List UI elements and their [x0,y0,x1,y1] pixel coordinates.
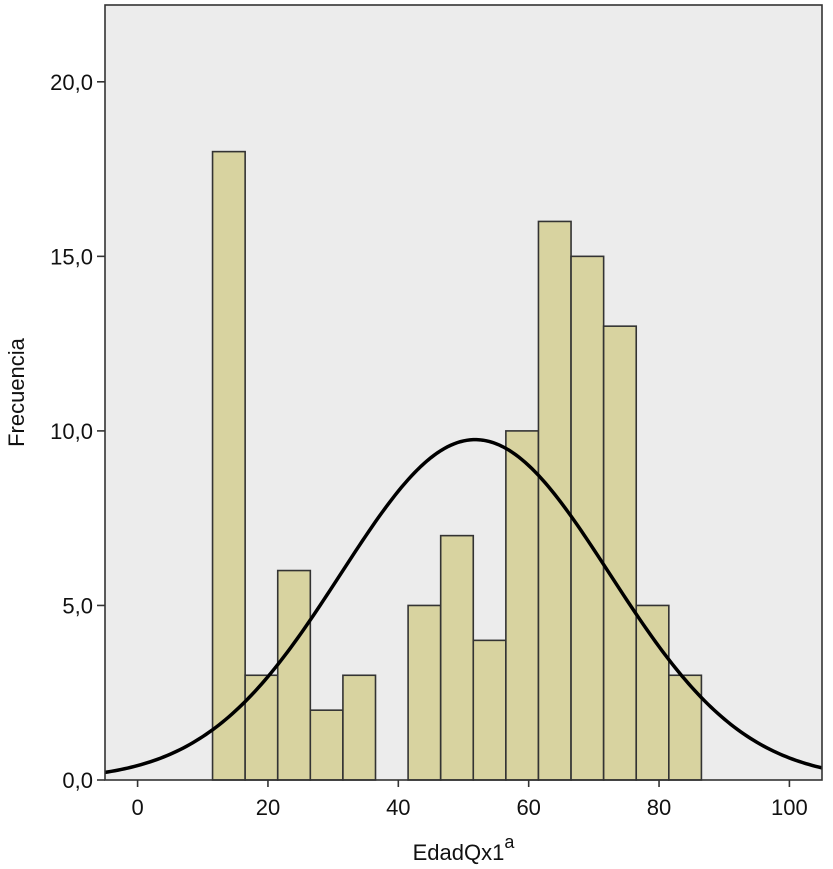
bars-layer [211,150,703,781]
histogram-bar [537,220,572,781]
plot-frame [104,4,823,781]
y-tick-label: 5,0 [62,593,93,618]
y-tick-label: 10,0 [50,419,93,444]
x-tick-label: 40 [386,795,410,820]
histogram-bar [439,534,475,781]
normal-curve [104,437,823,775]
histogram-bar [244,674,279,781]
y-axis-title: Frecuencia [4,337,29,447]
histogram-bar [635,604,670,781]
x-tick-label: 80 [647,795,671,820]
histogram-bar [407,604,442,781]
x-tick-label: 100 [771,795,808,820]
x-tick-label: 20 [256,795,280,820]
x-axis-title: EdadQx1a [413,832,516,865]
x-axis: 0 20 40 60 80 100 [131,780,808,820]
histogram-bar [472,639,507,781]
x-axis-title-superscript: a [504,832,515,852]
histogram-bar [276,569,312,781]
histogram-bar [211,150,246,781]
histogram-bar [570,255,605,781]
histogram-bar [309,709,344,781]
x-axis-title-text: EdadQx1 [413,840,505,865]
x-tick-label: 60 [516,795,540,820]
y-tick-label: 20,0 [50,70,93,95]
histogram-bar [602,325,638,781]
histogram-bar [505,430,540,781]
y-axis: 0,0 5,0 10,0 15,0 20,0 [50,70,105,793]
x-tick-label: 0 [131,795,143,820]
histogram-bar [342,674,377,781]
y-tick-label: 0,0 [62,768,93,793]
y-tick-label: 15,0 [50,244,93,269]
